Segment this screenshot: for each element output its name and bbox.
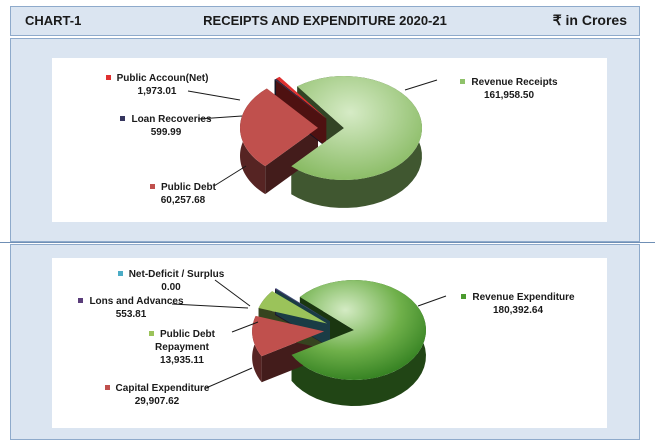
leader-lines bbox=[171, 79, 447, 389]
label-loan-recoveries: Loan Recoveries 599.99 bbox=[96, 113, 236, 139]
public-debt-name: Public Debt bbox=[160, 182, 216, 193]
leader-net-deficit bbox=[214, 279, 251, 307]
revenue-expenditure-marker bbox=[461, 294, 467, 299]
net-deficit-value: 0.00 bbox=[161, 282, 181, 293]
revenue-receipts-marker bbox=[460, 79, 466, 84]
pie-slice-public-accoun-net bbox=[276, 76, 327, 119]
public-debt-value: 60,257.68 bbox=[160, 195, 206, 206]
label-net-deficit: Net-Deficit / Surplus 0.00 bbox=[96, 268, 246, 294]
leader-revenue-receipts bbox=[404, 79, 438, 91]
public-debt-marker bbox=[149, 184, 155, 189]
label-public-debt: Public Debt 60,257.68 bbox=[128, 181, 238, 207]
leader-capital-expenditure bbox=[205, 367, 253, 389]
loans-advances-name: Lons and Advances bbox=[89, 296, 184, 307]
net-deficit-name: Net-Deficit / Surplus bbox=[128, 269, 225, 280]
public-account-value: 1,973.01 bbox=[137, 86, 177, 97]
expenditure-pie bbox=[252, 279, 426, 406]
chart-header: CHART-1 RECEIPTS AND EXPENDITURE 2020-21… bbox=[10, 6, 640, 36]
label-capital-expenditure: Capital Expenditure 29,907.62 bbox=[92, 382, 222, 408]
public-account-marker bbox=[105, 75, 111, 80]
page-title: RECEIPTS AND EXPENDITURE 2020-21 bbox=[203, 13, 447, 28]
pie-slice-revenue-receipts bbox=[291, 76, 422, 180]
revenue-expenditure-value: 180,392.64 bbox=[492, 305, 544, 316]
leader-debt-repayment bbox=[231, 321, 259, 333]
label-revenue-expenditure: Revenue Expenditure 180,392.64 bbox=[438, 291, 598, 317]
label-public-account: Public Accoun(Net) 1,973.01 bbox=[82, 72, 232, 98]
pie-slice-net-deficit-surplus bbox=[275, 288, 330, 322]
public-account-name: Public Accoun(Net) bbox=[116, 73, 209, 84]
loans-advances-marker bbox=[78, 298, 84, 303]
loans-advances-value: 553.81 bbox=[115, 309, 147, 320]
debt-repayment-value: 13,935.11 bbox=[160, 355, 204, 366]
debt-repayment-name: Public Debt Repayment bbox=[155, 329, 215, 353]
capital-expenditure-value: 29,907.62 bbox=[134, 396, 180, 407]
label-revenue-receipts: Revenue Receipts 161,958.50 bbox=[434, 76, 584, 102]
revenue-receipts-name: Revenue Receipts bbox=[471, 77, 558, 88]
pie-slice-capital-expenditure bbox=[252, 315, 325, 357]
pie-slice-cut-public-debt bbox=[265, 127, 319, 195]
revenue-expenditure-name: Revenue Expenditure bbox=[472, 292, 575, 303]
panel-divider bbox=[0, 242, 655, 243]
loan-recoveries-name: Loan Recoveries bbox=[131, 114, 212, 125]
leader-public-debt bbox=[213, 165, 247, 187]
unit-label: ₹ in Crores bbox=[552, 12, 627, 28]
label-debt-repayment: Public Debt Repayment 13,935.11 bbox=[130, 328, 234, 367]
debt-repayment-marker bbox=[148, 331, 154, 336]
leader-revenue-expenditure bbox=[417, 295, 447, 307]
capital-expenditure-marker bbox=[104, 385, 110, 390]
pie-slice-public-debt bbox=[240, 88, 319, 167]
leader-loan-recoveries bbox=[197, 115, 243, 120]
pie-slice-revenue-expenditure bbox=[291, 279, 426, 380]
loan-recoveries-value: 599.99 bbox=[150, 127, 182, 138]
capital-expenditure-name: Capital Expenditure bbox=[115, 383, 210, 394]
net-deficit-marker bbox=[117, 271, 123, 276]
pie-slice-public-debt-repayment bbox=[258, 291, 328, 324]
pie-slice-lons-and-advances bbox=[275, 288, 330, 322]
label-loans-advances: Lons and Advances 553.81 bbox=[56, 295, 206, 321]
leader-loans-advances bbox=[171, 303, 249, 309]
chart-number: CHART-1 bbox=[25, 13, 82, 28]
receipts-pie bbox=[240, 76, 422, 208]
pie-slice-loan-recoveries bbox=[274, 78, 326, 119]
leader-public-account bbox=[187, 90, 241, 101]
revenue-receipts-value: 161,958.50 bbox=[483, 90, 535, 101]
loan-recoveries-marker bbox=[120, 116, 126, 121]
